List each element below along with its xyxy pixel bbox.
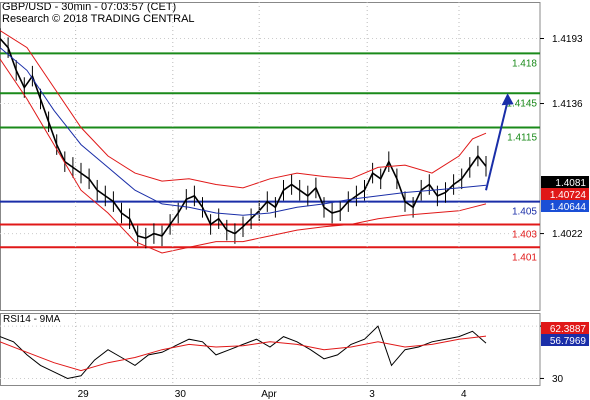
x-tick-label: 3 (369, 389, 375, 400)
level-label: 1.418 (512, 58, 537, 69)
last-price-tag-label: 1.40644 (550, 202, 587, 213)
level-label: 1.401 (512, 252, 537, 263)
rsi-value-tag-label: 62.3887 (550, 324, 587, 335)
price-tick-label: 1.4136 (552, 99, 583, 110)
rsi-value-tag (541, 322, 589, 334)
price-panel-frame (0, 2, 541, 311)
price-series-bollinger-upper (0, 30, 487, 189)
rsi-value-tag (541, 334, 589, 346)
last-price-tag (541, 200, 589, 212)
level-label: 1.4145 (506, 98, 537, 109)
last-price-tag-label: 1.4081 (555, 178, 586, 189)
rsi-series-rsi (0, 325, 487, 380)
rsi-panel-frame (0, 313, 541, 386)
price-series-moving-average (0, 47, 487, 216)
price-tick-label: 1.4193 (552, 34, 583, 45)
rsi-tick-label: 30 (552, 374, 564, 385)
chart-copyright: Research © 2018 TRADING CENTRAL (2, 13, 195, 25)
rsi-title: RSI14 - 9MA (3, 314, 61, 325)
last-price-tag (541, 188, 589, 200)
price-tick-label: 1.4022 (552, 229, 583, 240)
rsi-value-tag-label: 56.7969 (550, 336, 587, 347)
price-panel: 1.4193 1.4136 1.4022 1.418 1.4145 1.4115 1.405… (0, 2, 589, 311)
x-axis: 29 30 Apr 3 4 (75, 2, 467, 400)
level-label: 1.4115 (507, 132, 537, 143)
level-label: 1.405 (512, 207, 537, 218)
last-price-tag (541, 176, 589, 188)
last-price-tag-label: 1.40724 (550, 190, 587, 201)
x-tick-label: Apr (261, 389, 277, 400)
x-tick-label: 29 (78, 389, 90, 400)
rsi-series-rsi-ma (0, 335, 487, 372)
level-label: 1.403 (512, 229, 537, 240)
x-tick-label: 4 (461, 389, 467, 400)
price-series-bollinger-lower (0, 58, 487, 254)
chart-title: GBP/USD - 30min - 07:03:57 (CET) (2, 1, 177, 13)
x-tick-label: 30 (175, 389, 187, 400)
projection-arrow-shaft (485, 101, 509, 191)
projection-arrow-head (501, 93, 514, 106)
